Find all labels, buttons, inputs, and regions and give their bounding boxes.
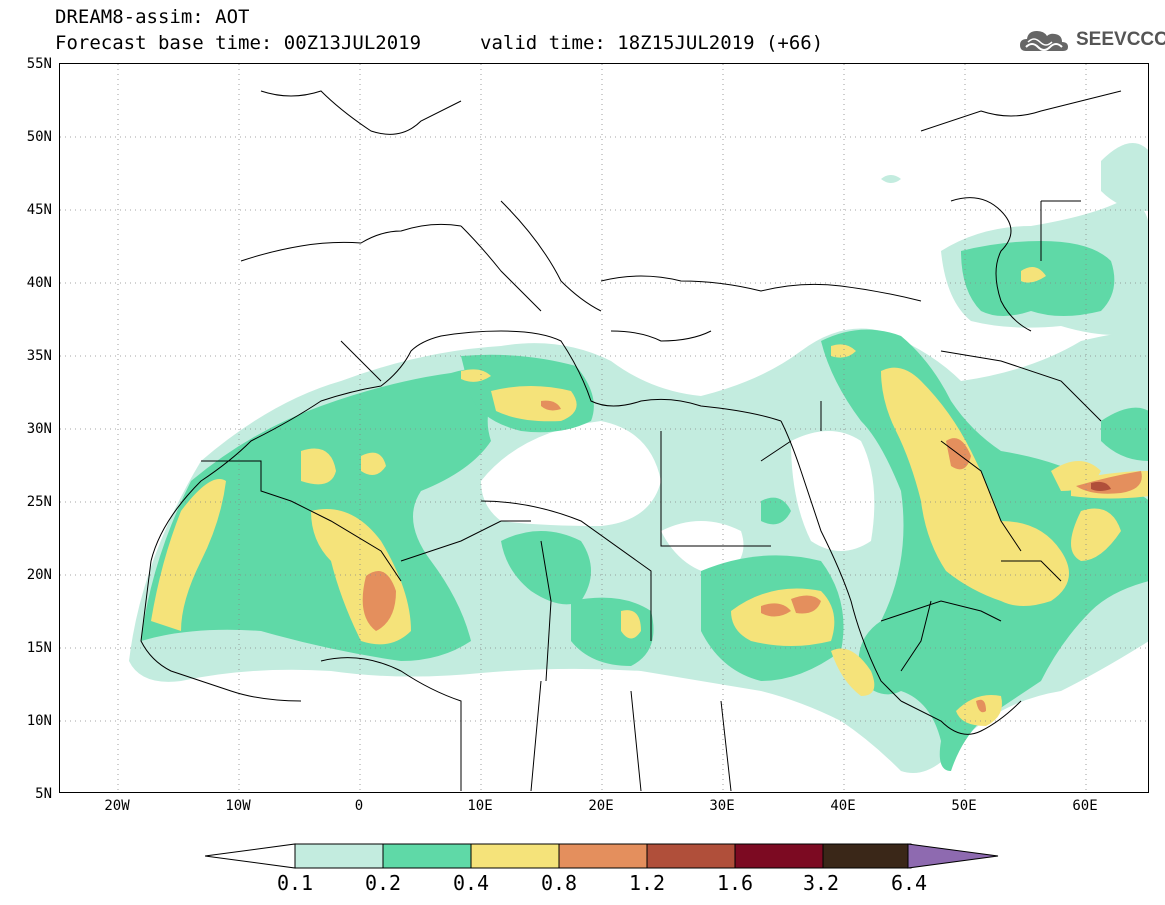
colorbar xyxy=(205,843,999,869)
lon-label: 40E xyxy=(830,798,856,814)
forecast-base-time: Forecast base time: 00Z13JUL2019 xyxy=(55,32,422,54)
colorbar-label: 6.4 xyxy=(890,871,928,895)
coastlines-and-borders xyxy=(140,90,1122,792)
lat-label: 55N xyxy=(26,56,52,72)
colorbar-high-triangle xyxy=(907,843,999,869)
lon-label: 10W xyxy=(225,798,251,814)
colorbar-segment xyxy=(646,843,736,869)
lon-label: 20W xyxy=(104,798,130,814)
logo-text: SEEVCCC xyxy=(1076,29,1165,50)
lat-label: 35N xyxy=(26,348,52,364)
colorbar-segment xyxy=(558,843,648,869)
map-title: DREAM8-assim: AOT xyxy=(55,6,250,28)
colorbar-label: 0.2 xyxy=(364,871,402,895)
colorbar-label: 1.6 xyxy=(716,871,754,895)
colorbar-label: 0.1 xyxy=(276,871,314,895)
colorbar-segment xyxy=(734,843,824,869)
lat-label: 45N xyxy=(26,202,52,218)
lat-label: 5N xyxy=(35,786,52,802)
valid-time: valid time: 18Z15JUL2019 (+66) xyxy=(480,32,824,54)
lat-label: 10N xyxy=(26,713,52,729)
cloud-logo-icon xyxy=(1020,31,1068,51)
aot-field-0.1-holes xyxy=(481,421,875,576)
colorbar-segments xyxy=(294,843,912,869)
lon-label: 10E xyxy=(467,798,493,814)
colorbar-segment xyxy=(294,843,384,869)
aot-map xyxy=(60,64,1148,792)
map-plot-area xyxy=(59,63,1149,793)
lat-label: 30N xyxy=(26,421,52,437)
lat-label: 15N xyxy=(26,640,52,656)
lon-label: 20E xyxy=(588,798,614,814)
colorbar-segment xyxy=(470,843,560,869)
lat-label: 40N xyxy=(26,275,52,291)
colorbar-segment xyxy=(382,843,472,869)
lon-label: 30E xyxy=(709,798,735,814)
seevccc-logo: SEEVCCC xyxy=(1018,27,1165,55)
colorbar-low-triangle xyxy=(205,843,296,869)
colorbar-label: 0.4 xyxy=(452,871,490,895)
aot-field-1.2 xyxy=(1091,481,1111,491)
colorbar-label: 1.2 xyxy=(628,871,666,895)
lon-label: 60E xyxy=(1072,798,1098,814)
lon-label: 50E xyxy=(951,798,977,814)
colorbar-segment xyxy=(822,843,912,869)
gridlines xyxy=(60,64,1148,792)
lat-label: 20N xyxy=(26,567,52,583)
lat-label: 25N xyxy=(26,494,52,510)
lon-label: 0 xyxy=(354,798,364,814)
colorbar-label: 3.2 xyxy=(802,871,840,895)
colorbar-label: 0.8 xyxy=(540,871,578,895)
lat-label: 50N xyxy=(26,129,52,145)
